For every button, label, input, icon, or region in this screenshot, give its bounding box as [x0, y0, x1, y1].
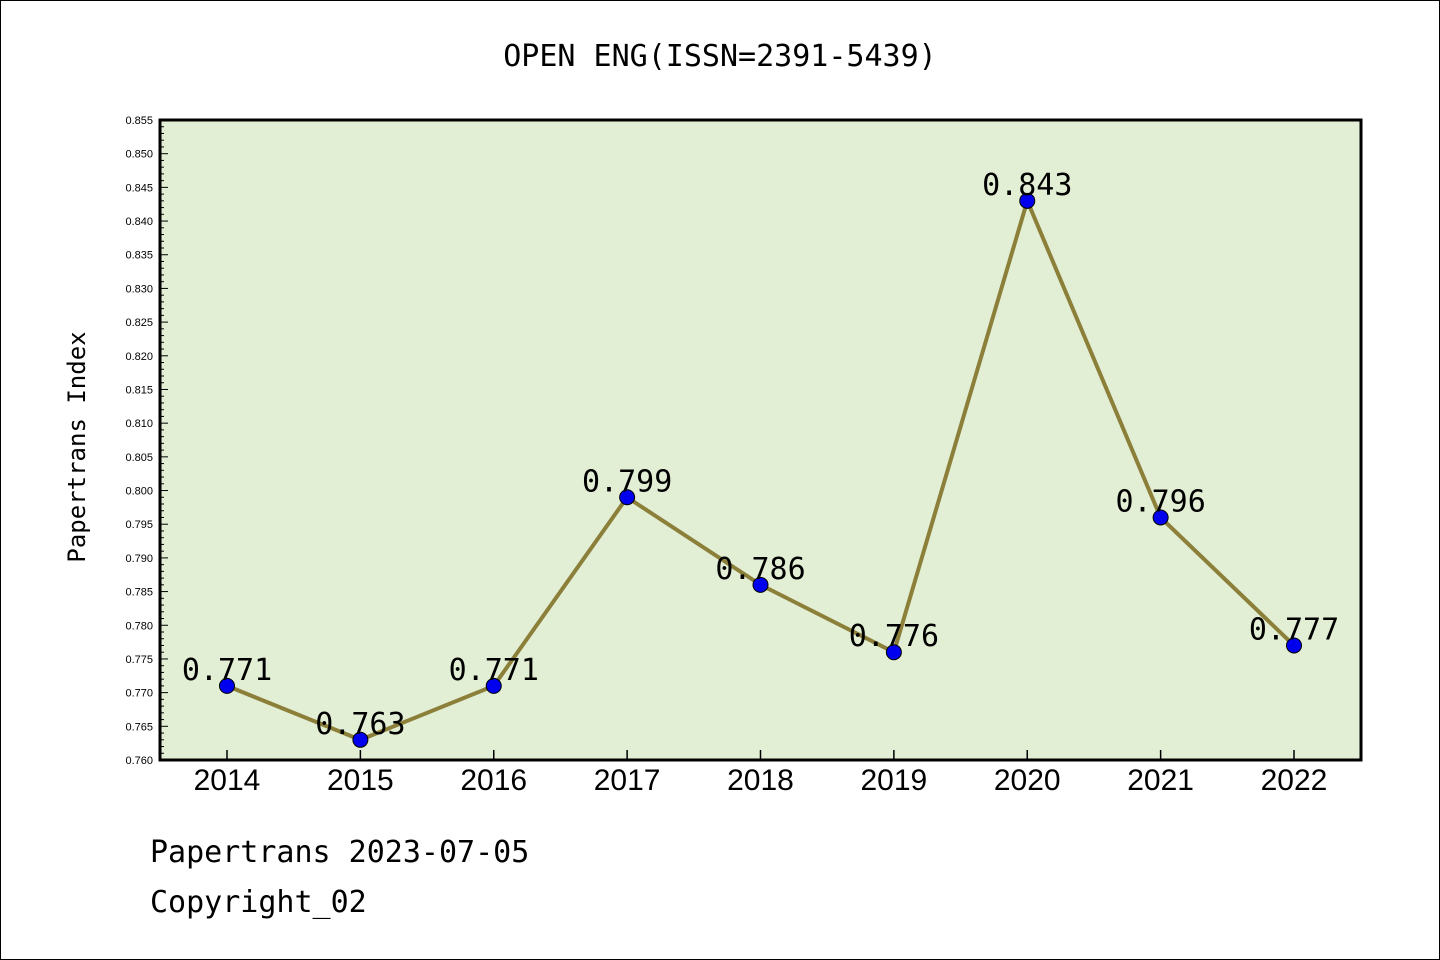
data-point	[1152, 509, 1169, 526]
y-tick-label: 0.770	[125, 688, 153, 700]
data-label: 0.771	[182, 653, 272, 688]
data-label: 0.843	[982, 168, 1072, 203]
data-labels: 0.771 0.763 0.771 0.799 0.786 0.776 0.843 0.796…	[182, 168, 1339, 742]
y-tick-label: 0.825	[125, 317, 153, 329]
data-point	[1286, 637, 1302, 654]
data-label: 0.799	[582, 464, 672, 499]
y-tick-label: 0.780	[125, 620, 153, 632]
y-tick-label: 0.845	[125, 182, 153, 194]
y-tick-label: 0.790	[125, 553, 153, 565]
y-tick-label: 0.765	[125, 721, 153, 733]
data-point	[485, 677, 502, 694]
data-points	[219, 192, 1302, 748]
x-tick-label: 2018	[727, 764, 794, 797]
y-tick-label: 0.805	[125, 452, 153, 464]
footer-copyright: Copyright_02	[150, 885, 367, 920]
plot-area	[158, 118, 1363, 762]
data-label: 0.776	[849, 619, 939, 654]
data-point	[885, 644, 902, 661]
y-tick-label: 0.800	[125, 486, 153, 498]
y-tick-label: 0.840	[125, 216, 153, 228]
data-label: 0.777	[1249, 612, 1339, 647]
x-axis-ticks: 2014 2015 2016 2017 2018 2019 2020 2021 2022	[194, 750, 1328, 797]
y-tick-label: 0.775	[125, 654, 153, 666]
data-point	[619, 489, 636, 506]
x-tick-label: 2022	[1261, 764, 1328, 797]
x-tick-label: 2015	[327, 764, 394, 797]
y-tick-label: 0.815	[125, 384, 153, 396]
data-label: 0.786	[715, 552, 805, 587]
y-tick-label: 0.835	[125, 250, 153, 262]
chart-title: OPEN ENG(ISSN=2391-5439)	[503, 39, 936, 74]
x-tick-label: 2020	[994, 764, 1061, 797]
data-label: 0.771	[449, 653, 539, 688]
data-point	[219, 677, 235, 694]
y-tick-label: 0.850	[125, 149, 153, 161]
y-tick-label: 0.760	[125, 755, 153, 767]
x-tick-label: 2019	[861, 764, 928, 797]
x-tick-label: 2016	[460, 764, 527, 797]
y-tick-label: 0.785	[125, 587, 153, 599]
data-point	[352, 731, 369, 748]
y-tick-label: 0.855	[125, 115, 153, 127]
x-tick-label: 2017	[594, 764, 661, 797]
x-tick-label: 2014	[194, 764, 261, 797]
y-tick-label: 0.830	[125, 283, 153, 295]
x-tick-label: 2021	[1127, 764, 1194, 797]
data-point	[752, 576, 769, 593]
y-axis-ticks: 0.760 0.765 0.770 0.775 0.780 0.785 0.790 0.795…	[125, 115, 168, 767]
data-label: 0.796	[1115, 484, 1205, 519]
y-tick-label: 0.795	[125, 519, 153, 531]
y-tick-label: 0.820	[125, 351, 153, 363]
footer-date: Papertrans 2023-07-05	[150, 835, 530, 870]
data-label: 0.763	[315, 707, 405, 742]
y-axis-label: Papertrans Index	[63, 331, 91, 562]
y-tick-label: 0.810	[125, 418, 153, 430]
data-point	[1019, 192, 1036, 209]
